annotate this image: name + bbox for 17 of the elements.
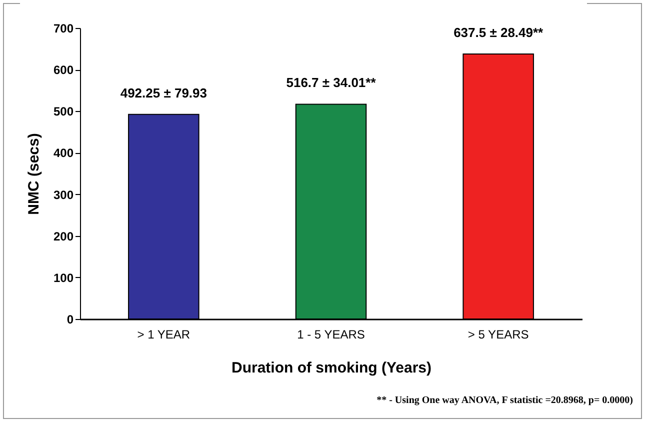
y-tick-label: 0 bbox=[66, 312, 74, 326]
data-label: 637.5 ± 28.49** bbox=[454, 24, 544, 40]
y-axis-title: NMC (secs) bbox=[25, 133, 42, 215]
data-label: 492.25 ± 79.93 bbox=[120, 85, 207, 100]
y-tick-label: 200 bbox=[53, 229, 74, 244]
x-tick-label: > 1 YEAR bbox=[137, 328, 190, 342]
y-tick-label: 700 bbox=[53, 22, 74, 36]
data-label: 516.7 ± 34.01** bbox=[286, 75, 377, 90]
y-tick-label: 300 bbox=[53, 188, 74, 202]
text: ** - Using One way ANOVA, F statistic =20.8968, p= 0.0000) bbox=[376, 395, 633, 406]
x-tick-label: 1 - 5 YEARS bbox=[297, 328, 365, 342]
x-axis-title: Duration of smoking (Years) bbox=[231, 360, 432, 376]
x-tick-label: > 5 YEARS bbox=[468, 328, 529, 342]
y-tick-label: 600 bbox=[53, 63, 74, 78]
y-tick-label: 500 bbox=[53, 104, 74, 119]
y-tick-label: 100 bbox=[53, 270, 74, 285]
y-tick-label: 400 bbox=[53, 146, 74, 160]
